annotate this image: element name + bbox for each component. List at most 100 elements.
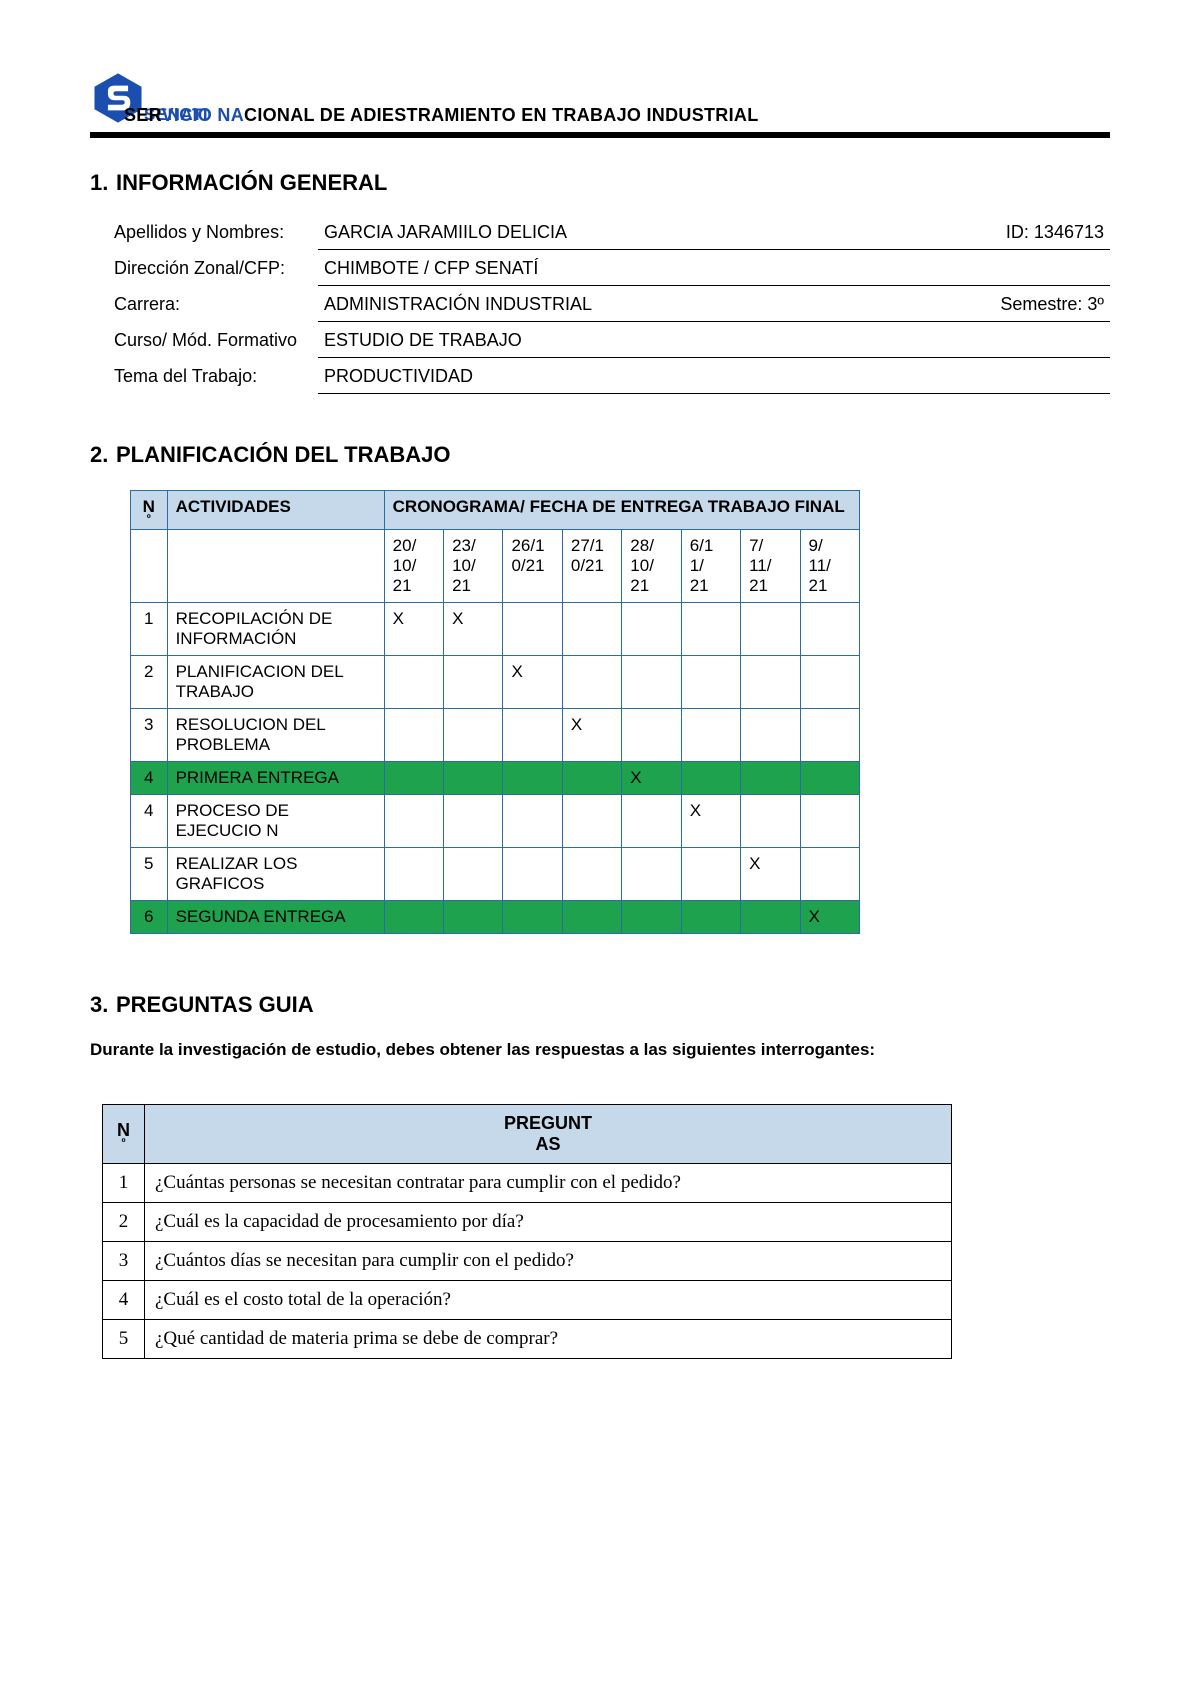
schedule-mark: X [681,794,740,847]
activity-row: 3RESOLUCION DEL PROBLEMA X [131,708,860,761]
question-text: ¿Qué cantidad de materia prima se debe d… [145,1319,952,1358]
header-rule [90,132,1110,138]
info-value: ADMINISTRACIÓN INDUSTRIAL [324,294,980,315]
activity-row: 4PRIMERA ENTREGAX [131,761,860,794]
schedule-mark [444,794,503,847]
activity-row: 6SEGUNDA ENTREGAX [131,900,860,933]
schedule-mark [681,602,740,655]
schedule-mark [503,708,562,761]
schedule-mark [741,900,800,933]
schedule-mark [562,900,621,933]
schedule-mark [741,794,800,847]
info-row: Dirección Zonal/CFP: CHIMBOTE / CFP SENAT… [114,254,1110,286]
info-value: CHIMBOTE / CFP SENATÍ [324,258,1104,279]
schedule-table: NºACTIVIDADESCRONOGRAMA/ FECHA DE ENTREG… [130,490,860,934]
schedule-mark: X [384,602,443,655]
schedule-mark [741,655,800,708]
question-num: 5 [103,1319,145,1358]
activity-name: SEGUNDA ENTREGA [167,900,384,933]
info-label: Tema del Trabajo: [114,362,304,391]
info-row: Curso/ Mód. Formativo ESTUDIO DE TRABAJO [114,326,1110,358]
question-text: ¿Cuál es el costo total de la operación? [145,1280,952,1319]
schedule-mark [800,847,860,900]
info-value-wrap: PRODUCTIVIDAD [318,362,1110,394]
schedule-mark [800,602,860,655]
question-text: ¿Cuántos días se necesitan para cumplir … [145,1241,952,1280]
schedule-mark: X [622,761,681,794]
questions-intro: Durante la investigación de estudio, deb… [90,1040,1110,1060]
schedule-mark [562,847,621,900]
question-num: 4 [103,1280,145,1319]
activity-num: 4 [131,761,168,794]
info-value-wrap: ADMINISTRACIÓN INDUSTRIALSemestre: 3º [318,290,1110,322]
activity-num: 4 [131,794,168,847]
date-header: 26/10/21 [503,529,562,602]
schedule-mark: X [444,602,503,655]
schedule-mark [444,847,503,900]
activity-row: 1RECOPILACIÓN DE INFORMACIÓNXX [131,602,860,655]
schedule-mark [384,847,443,900]
activity-num: 3 [131,708,168,761]
cell-empty [131,529,168,602]
schedule-mark [681,708,740,761]
schedule-mark [444,761,503,794]
schedule-mark [800,655,860,708]
question-text: ¿Cuántas personas se necesitan contratar… [145,1163,952,1202]
schedule-mark [503,602,562,655]
question-row: 3¿Cuántos días se necesitan para cumplir… [103,1241,952,1280]
schedule-mark [384,900,443,933]
schedule-mark [444,708,503,761]
info-value: ESTUDIO DE TRABAJO [324,330,1104,351]
info-row: Apellidos y Nombres: GARCIA JARAMIILO DEL… [114,218,1110,250]
activity-name: PROCESO DE EJECUCIO N [167,794,384,847]
page-header: SERVICIO NACIONAL DE ADIESTRAMIENTO EN T… [90,70,1110,138]
schedule-mark [562,794,621,847]
q-col-question: PREGUNTAS [145,1104,952,1163]
schedule-mark: X [503,655,562,708]
q-col-n: Nº [103,1104,145,1163]
info-value-wrap: GARCIA JARAMIILO DELICIAID: 1346713 [318,218,1110,250]
col-activities: ACTIVIDADES [167,491,384,530]
schedule-mark [503,761,562,794]
date-header: 9/11/21 [800,529,860,602]
question-row: 1¿Cuántas personas se necesitan contrata… [103,1163,952,1202]
activity-num: 6 [131,900,168,933]
info-value: GARCIA JARAMIILO DELICIA [324,222,986,243]
schedule-mark [622,794,681,847]
schedule-mark [622,900,681,933]
schedule-mark [741,602,800,655]
schedule-mark [681,655,740,708]
schedule-mark: X [741,847,800,900]
info-row: Tema del Trabajo: PRODUCTIVIDAD [114,362,1110,394]
question-row: 5¿Qué cantidad de materia prima se debe … [103,1319,952,1358]
activity-name: RESOLUCION DEL PROBLEMA [167,708,384,761]
activity-name: PLANIFICACION DEL TRABAJO [167,655,384,708]
schedule-mark [444,900,503,933]
schedule-mark [800,761,860,794]
activity-name: RECOPILACIÓN DE INFORMACIÓN [167,602,384,655]
info-value: PRODUCTIVIDAD [324,366,1104,387]
section3-title: 3.PREGUNTAS GUIA [90,992,1110,1018]
info-label: Dirección Zonal/CFP: [114,254,304,283]
activity-num: 1 [131,602,168,655]
info-label: Curso/ Mód. Formativo [114,326,304,355]
questions-table: NºPREGUNTAS1¿Cuántas personas se necesit… [102,1104,952,1359]
activity-row: 5REALIZAR LOS GRAFICOSX [131,847,860,900]
section1-title: 1.INFORMACIÓN GENERAL [90,170,1110,196]
section2-title: 2.PLANIFICACIÓN DEL TRABAJO [90,442,1110,468]
info-label: Apellidos y Nombres: [114,218,304,247]
org-title: SERVICIO NACIONAL DE ADIESTRAMIENTO EN T… [124,105,759,125]
activity-num: 2 [131,655,168,708]
schedule-mark [741,761,800,794]
question-num: 2 [103,1202,145,1241]
schedule-mark: X [562,708,621,761]
activity-row: 2PLANIFICACION DEL TRABAJO X [131,655,860,708]
date-header: 7/11/21 [741,529,800,602]
question-text: ¿Cuál es la capacidad de procesamiento p… [145,1202,952,1241]
cell-empty [167,529,384,602]
schedule-mark [622,602,681,655]
info-general-grid: Apellidos y Nombres: GARCIA JARAMIILO DEL… [114,218,1110,394]
info-value-wrap: ESTUDIO DE TRABAJO [318,326,1110,358]
activity-name: REALIZAR LOS GRAFICOS [167,847,384,900]
schedule-mark [562,655,621,708]
